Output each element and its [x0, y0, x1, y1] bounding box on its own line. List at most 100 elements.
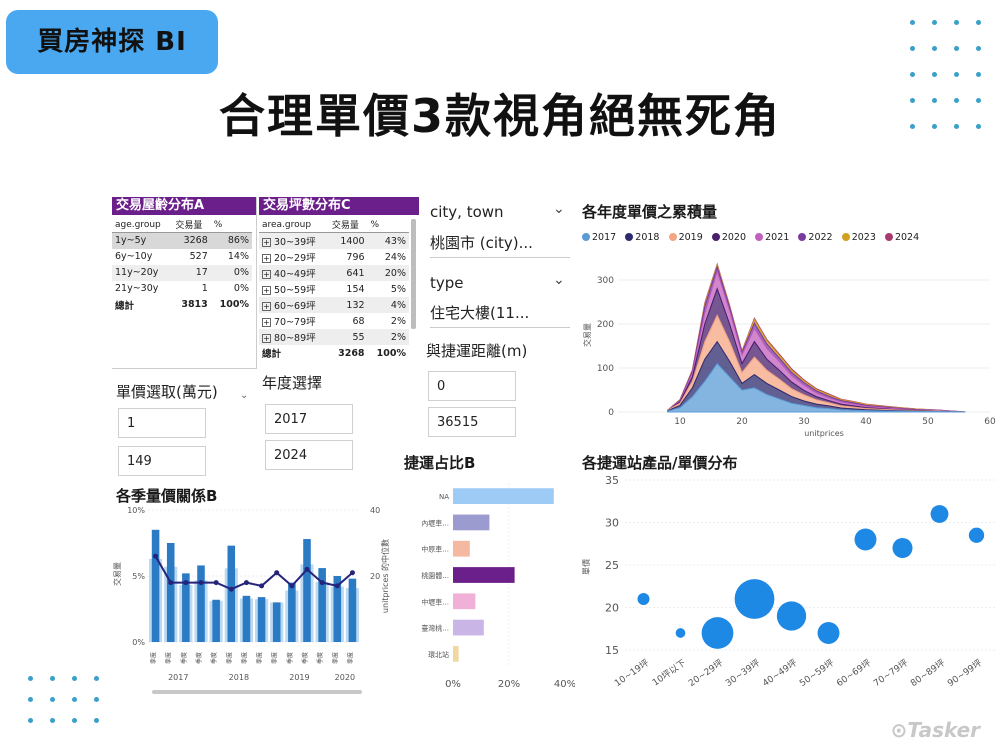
year-max-input[interactable]: 2024 [265, 440, 353, 470]
column-header[interactable]: 交易量 [172, 217, 211, 233]
bubble [817, 622, 840, 644]
quarter-chart[interactable]: 0%5%10%2040交易量 unitprices 的中位數季度 季度 季度 季度 季度季… [110, 504, 395, 696]
median-point [289, 583, 295, 589]
area-chart[interactable]: 0 100 200 300 10 20 30 40 50 60 unitprices 交易量 [580, 244, 1000, 444]
mrt-distance-label: 與捷運距離(m) [426, 342, 528, 360]
x-tick-label: 季度 [180, 652, 188, 664]
x-tick-label: 40 [860, 417, 872, 427]
table-row[interactable]: +50~59坪 154 5% [262, 283, 406, 296]
year-slicer-label: 年度選擇 [262, 374, 323, 392]
x-tick-label: 30 [798, 417, 810, 427]
x-tick-label: 50~59坪 [798, 657, 837, 689]
category-label: 桃園體... [421, 571, 449, 580]
legend-item[interactable]: 2017 [582, 232, 616, 243]
expand-icon[interactable]: + [262, 238, 271, 247]
y-tick-label: 30 [605, 517, 619, 530]
median-point [334, 583, 340, 589]
area-chart-title: 各年度單價之累積量 [582, 203, 718, 221]
table-row[interactable]: 11y~20y 17 0% [112, 264, 252, 281]
expand-icon[interactable]: + [262, 334, 271, 343]
legend-item[interactable]: 2020 [711, 232, 746, 243]
legend-item[interactable]: 2024 [884, 232, 919, 243]
column-header[interactable]: area.group [259, 217, 329, 233]
legend-item[interactable]: 2023 [841, 232, 876, 243]
table-scrollbar[interactable] [411, 219, 416, 329]
table-row[interactable]: +30~39坪 1400 43% [259, 232, 409, 249]
mrt-chart[interactable]: NA 內壢車... 中原車... 桃園體... 中壢車... 臺灣桃... 環北站 0% 20%… [395, 475, 575, 695]
year-label: 2019 [289, 673, 309, 682]
column-header[interactable]: % [210, 217, 252, 233]
x-tick-label: 30~39坪 [724, 657, 763, 689]
price-min-input[interactable]: 1 [118, 408, 206, 438]
table-row[interactable]: +40~49坪 641 20% [259, 265, 409, 281]
expand-icon[interactable]: + [262, 286, 271, 295]
bubble [637, 593, 650, 605]
table-row[interactable]: 1y~5y 3268 86% [112, 232, 252, 249]
x-tick-label: 20 [736, 417, 748, 427]
city-slicer-label: city, town [430, 203, 504, 221]
expand-icon[interactable]: + [262, 318, 271, 327]
y-tick-label: 200 [597, 320, 614, 330]
decor-dots-bottom-left [28, 676, 116, 723]
column-header[interactable]: 交易量 [328, 217, 368, 233]
expand-icon[interactable]: + [262, 254, 271, 263]
bar [182, 573, 190, 642]
y-axis-label: 單價 [582, 559, 591, 575]
table-row[interactable]: 21y~30y 1 0% [115, 283, 249, 294]
mrt-max-input[interactable]: 36515 [428, 407, 516, 437]
x-tick-label: 季度 [271, 652, 279, 664]
mrt-min-input[interactable]: 0 [428, 371, 516, 401]
expand-icon[interactable]: + [262, 270, 271, 279]
x-tick-label: 40~49坪 [761, 657, 800, 689]
year-label: 2018 [229, 673, 249, 682]
category-label: NA [439, 493, 449, 501]
area-table: area.group 交易量 % +30~39坪 1400 43% +20~29坪 7… [259, 217, 409, 361]
table-row[interactable]: +80~89坪 55 2% [259, 329, 409, 345]
table-row[interactable]: +60~69坪 132 4% [259, 297, 409, 313]
city-dropdown[interactable]: 桃園市 (city)... [430, 232, 570, 258]
x-tick-label: 季度 [316, 652, 324, 664]
legend-item[interactable]: 2021 [755, 232, 789, 243]
x-tick-label: 季度 [210, 652, 218, 664]
column-header[interactable]: % [367, 217, 409, 233]
column-header[interactable]: age.group [112, 217, 173, 233]
area-chart-legend: 2017 2018 2019 2020 2021 2022 2023 2024 [582, 226, 992, 245]
price-max-input[interactable]: 149 [118, 446, 206, 476]
price-slicer-label: 單價選取(萬元) [116, 383, 218, 401]
bar [453, 645, 459, 662]
median-point [183, 580, 189, 586]
age-table-visual: 交易屋齡分布A age.group 交易量 % 1y~5y 3268 86% 6y~… [112, 197, 257, 369]
chevron-down-icon[interactable]: ⌄ [553, 201, 565, 217]
table-row[interactable]: +20~29坪 796 24% [262, 251, 406, 264]
bubble [776, 601, 807, 631]
year-label: 2020 [335, 673, 355, 682]
x-tick-label: 10 [674, 417, 686, 427]
bar [151, 529, 160, 642]
x-tick-label: 季度 [225, 652, 233, 664]
y-tick-label: 0 [608, 408, 614, 418]
legend-item[interactable]: 2019 [668, 232, 703, 243]
table-row[interactable]: 6y~10y 527 14% [115, 251, 249, 262]
type-dropdown[interactable]: 住宅大樓(11... [430, 302, 570, 328]
y2-tick-label: 20 [370, 572, 380, 581]
bubble [701, 617, 734, 649]
brand-badge: 買房神探 BI [6, 10, 218, 74]
year-min-input[interactable]: 2017 [265, 404, 353, 434]
bubble-chart[interactable]: 15 20 25 30 35 單價 10~19坪 10坪以下20~29坪30~39坪40~49… [575, 472, 1000, 697]
x-tick-label: 20% [498, 679, 520, 690]
year-label: 2017 [168, 673, 188, 682]
bar [257, 597, 266, 642]
chevron-down-icon[interactable]: ⌄ [553, 272, 565, 288]
headline: 合理單價3款視角絕無死角 [218, 89, 781, 143]
legend-item[interactable]: 2022 [798, 232, 833, 243]
category-label: 中壢車... [421, 597, 449, 606]
bubble [734, 579, 775, 619]
bar [197, 565, 205, 642]
bar [227, 545, 236, 642]
chevron-down-icon[interactable]: ⌄ [240, 390, 249, 401]
bubble [675, 628, 686, 638]
legend-item[interactable]: 2018 [625, 232, 659, 243]
y2-axis-label: unitprices 的中位數 [380, 539, 390, 613]
table-row[interactable]: +70~79坪 68 2% [262, 315, 406, 328]
expand-icon[interactable]: + [262, 302, 271, 311]
